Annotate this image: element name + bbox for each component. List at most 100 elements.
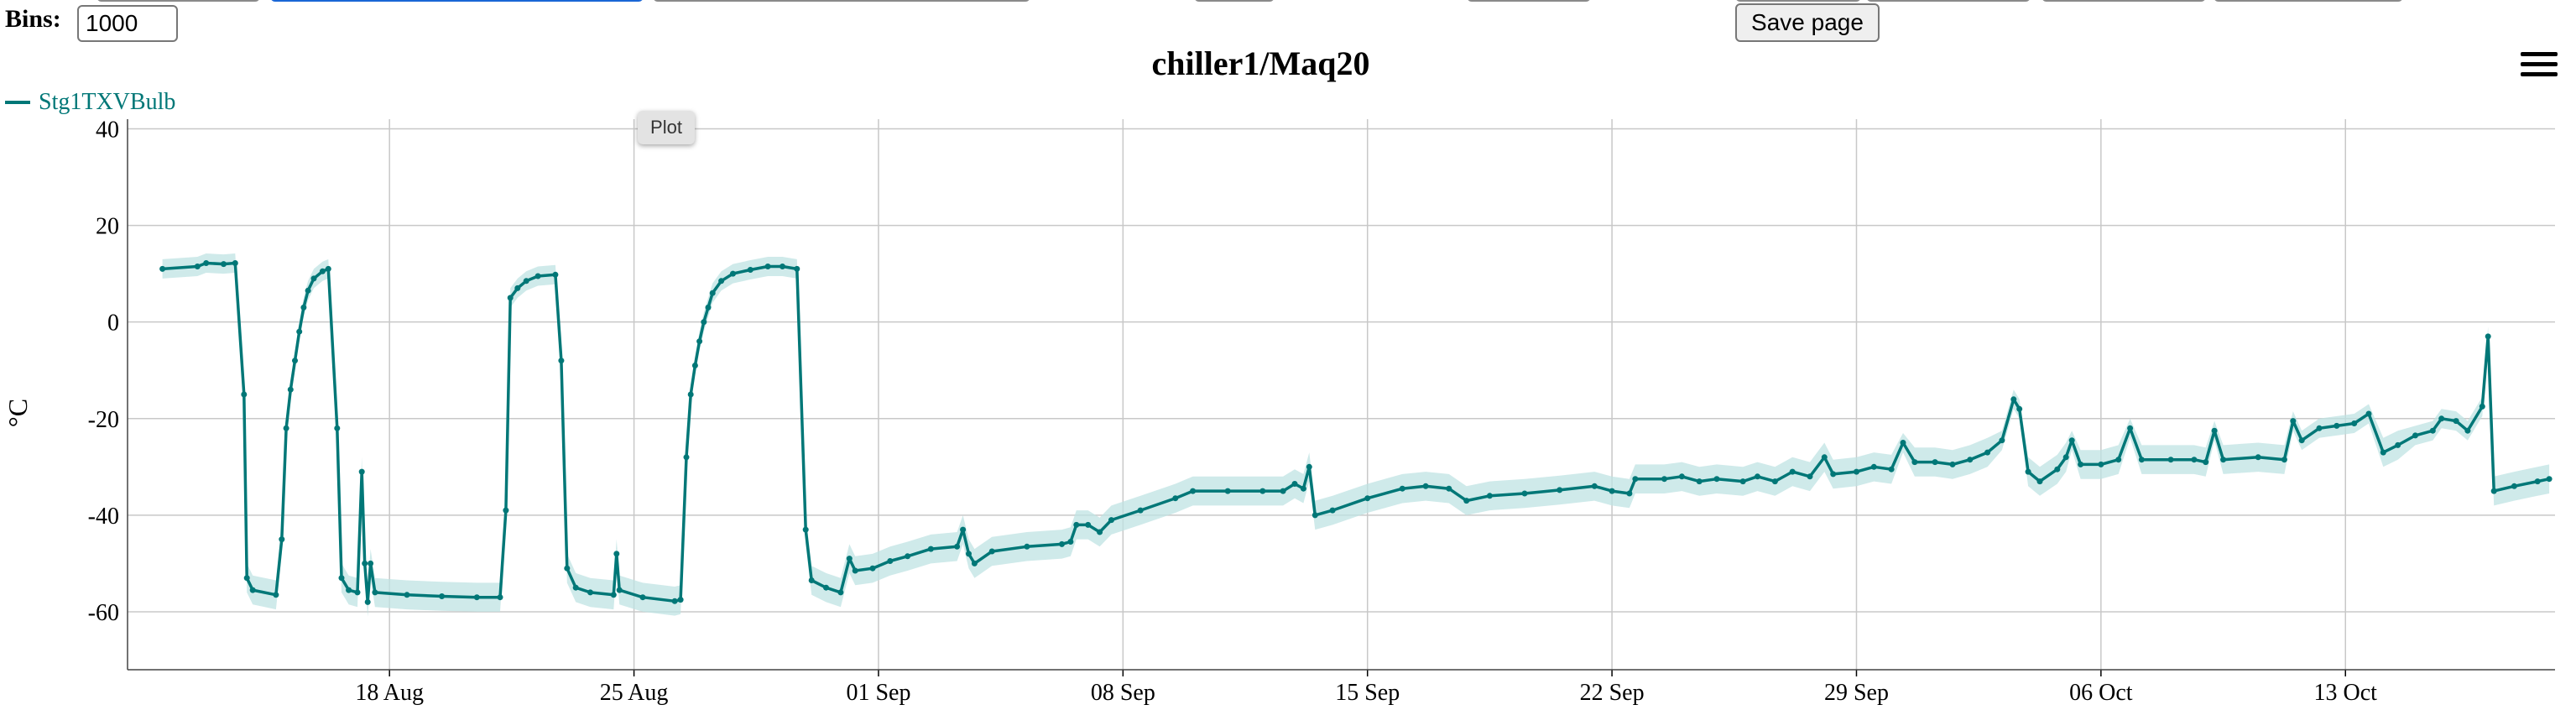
data-point [159,265,166,272]
data-point [1224,488,1231,494]
data-point [558,358,565,364]
data-point [2054,466,2061,472]
legend-line-swatch [5,101,30,104]
data-point [2010,396,2017,403]
data-point [1713,476,1720,483]
data-point [1067,539,1074,545]
data-point [523,278,529,285]
data-point [794,265,800,272]
hamburger-menu-icon[interactable] [2521,52,2558,81]
data-point [1190,488,1197,494]
data-point [1291,481,1298,487]
data-point [364,598,371,605]
data-point [283,425,289,431]
data-point [1280,488,1286,494]
data-point [1807,473,1813,480]
data-point [1678,473,1685,480]
data-point [2298,437,2305,444]
data-point [2464,427,2471,434]
data-point [2511,483,2517,489]
data-point [691,363,698,368]
data-point [1085,521,1092,528]
data-point [701,319,707,326]
data-point [639,594,646,601]
data-point [296,328,303,335]
data-point [507,295,514,301]
data-point [2395,441,2401,448]
data-point [334,425,341,431]
data-point [1967,457,1974,463]
data-point [1059,540,1065,547]
data-point [971,560,978,566]
data-point [837,589,844,596]
data-point [2429,427,2436,434]
data-point [2127,425,2134,431]
data-point [2078,461,2084,467]
data-point [2479,403,2485,410]
x-tick-label: 18 Aug [355,680,424,706]
data-point [718,278,725,285]
data-point [966,551,972,557]
data-point [2546,476,2553,483]
y-tick-label: 0 [107,311,119,337]
data-point [610,592,617,598]
legend[interactable]: Stg1TXVBulb [5,89,175,116]
data-point [687,391,694,398]
data-point [1364,495,1371,502]
data-point [2016,405,2023,412]
data-point [730,270,736,277]
data-point [1984,449,1991,456]
data-point [241,391,248,398]
data-point [534,273,541,279]
data-point [705,304,712,311]
series-line [162,261,2550,604]
data-point [671,598,678,604]
tick-labels: 40 20 0 -20 -40 -60 18 Aug 25 Aug 01 Sep 08 Sep 15… [88,117,2378,706]
data-point [2334,422,2340,429]
data-points [159,260,2553,605]
data-point [362,560,368,566]
data-point [1073,521,1080,528]
data-point [2380,449,2386,456]
data-point [2255,454,2261,461]
bins-input[interactable] [77,5,178,42]
data-point [203,260,210,266]
data-point [514,285,521,291]
legend-label: Stg1TXVBulb [39,89,176,115]
data-point [808,577,815,583]
data-point [473,594,480,601]
save-page-button[interactable]: Save page [1735,3,1880,42]
data-point [1097,529,1103,535]
data-point [1999,437,2005,444]
data-point [338,575,345,582]
data-point [2211,427,2218,434]
data-point [1609,488,1615,494]
data-point [2351,420,2358,426]
series-line-path [162,261,2550,604]
data-point [616,587,623,593]
data-point [1557,487,1563,493]
data-point [1422,483,1429,489]
data-point [2453,418,2459,425]
data-point [1949,461,1956,467]
data-point [887,558,894,564]
data-point [927,546,934,552]
data-point [1755,473,1760,480]
data-point [319,268,326,274]
data-point [613,551,620,557]
data-point [1024,543,1030,550]
data-point [2365,410,2372,417]
data-point [1521,490,1528,497]
data-point [1911,459,1918,466]
data-point [905,553,911,560]
data-point [802,526,809,533]
data-point [823,584,829,591]
data-point [2025,468,2031,475]
chart-title: chiller1/Maq20 [1151,44,1370,82]
data-point [696,338,703,345]
data-point [1739,478,1746,485]
plot-tooltip: Plot [638,111,695,144]
data-point [564,565,571,572]
data-point [1789,468,1796,475]
